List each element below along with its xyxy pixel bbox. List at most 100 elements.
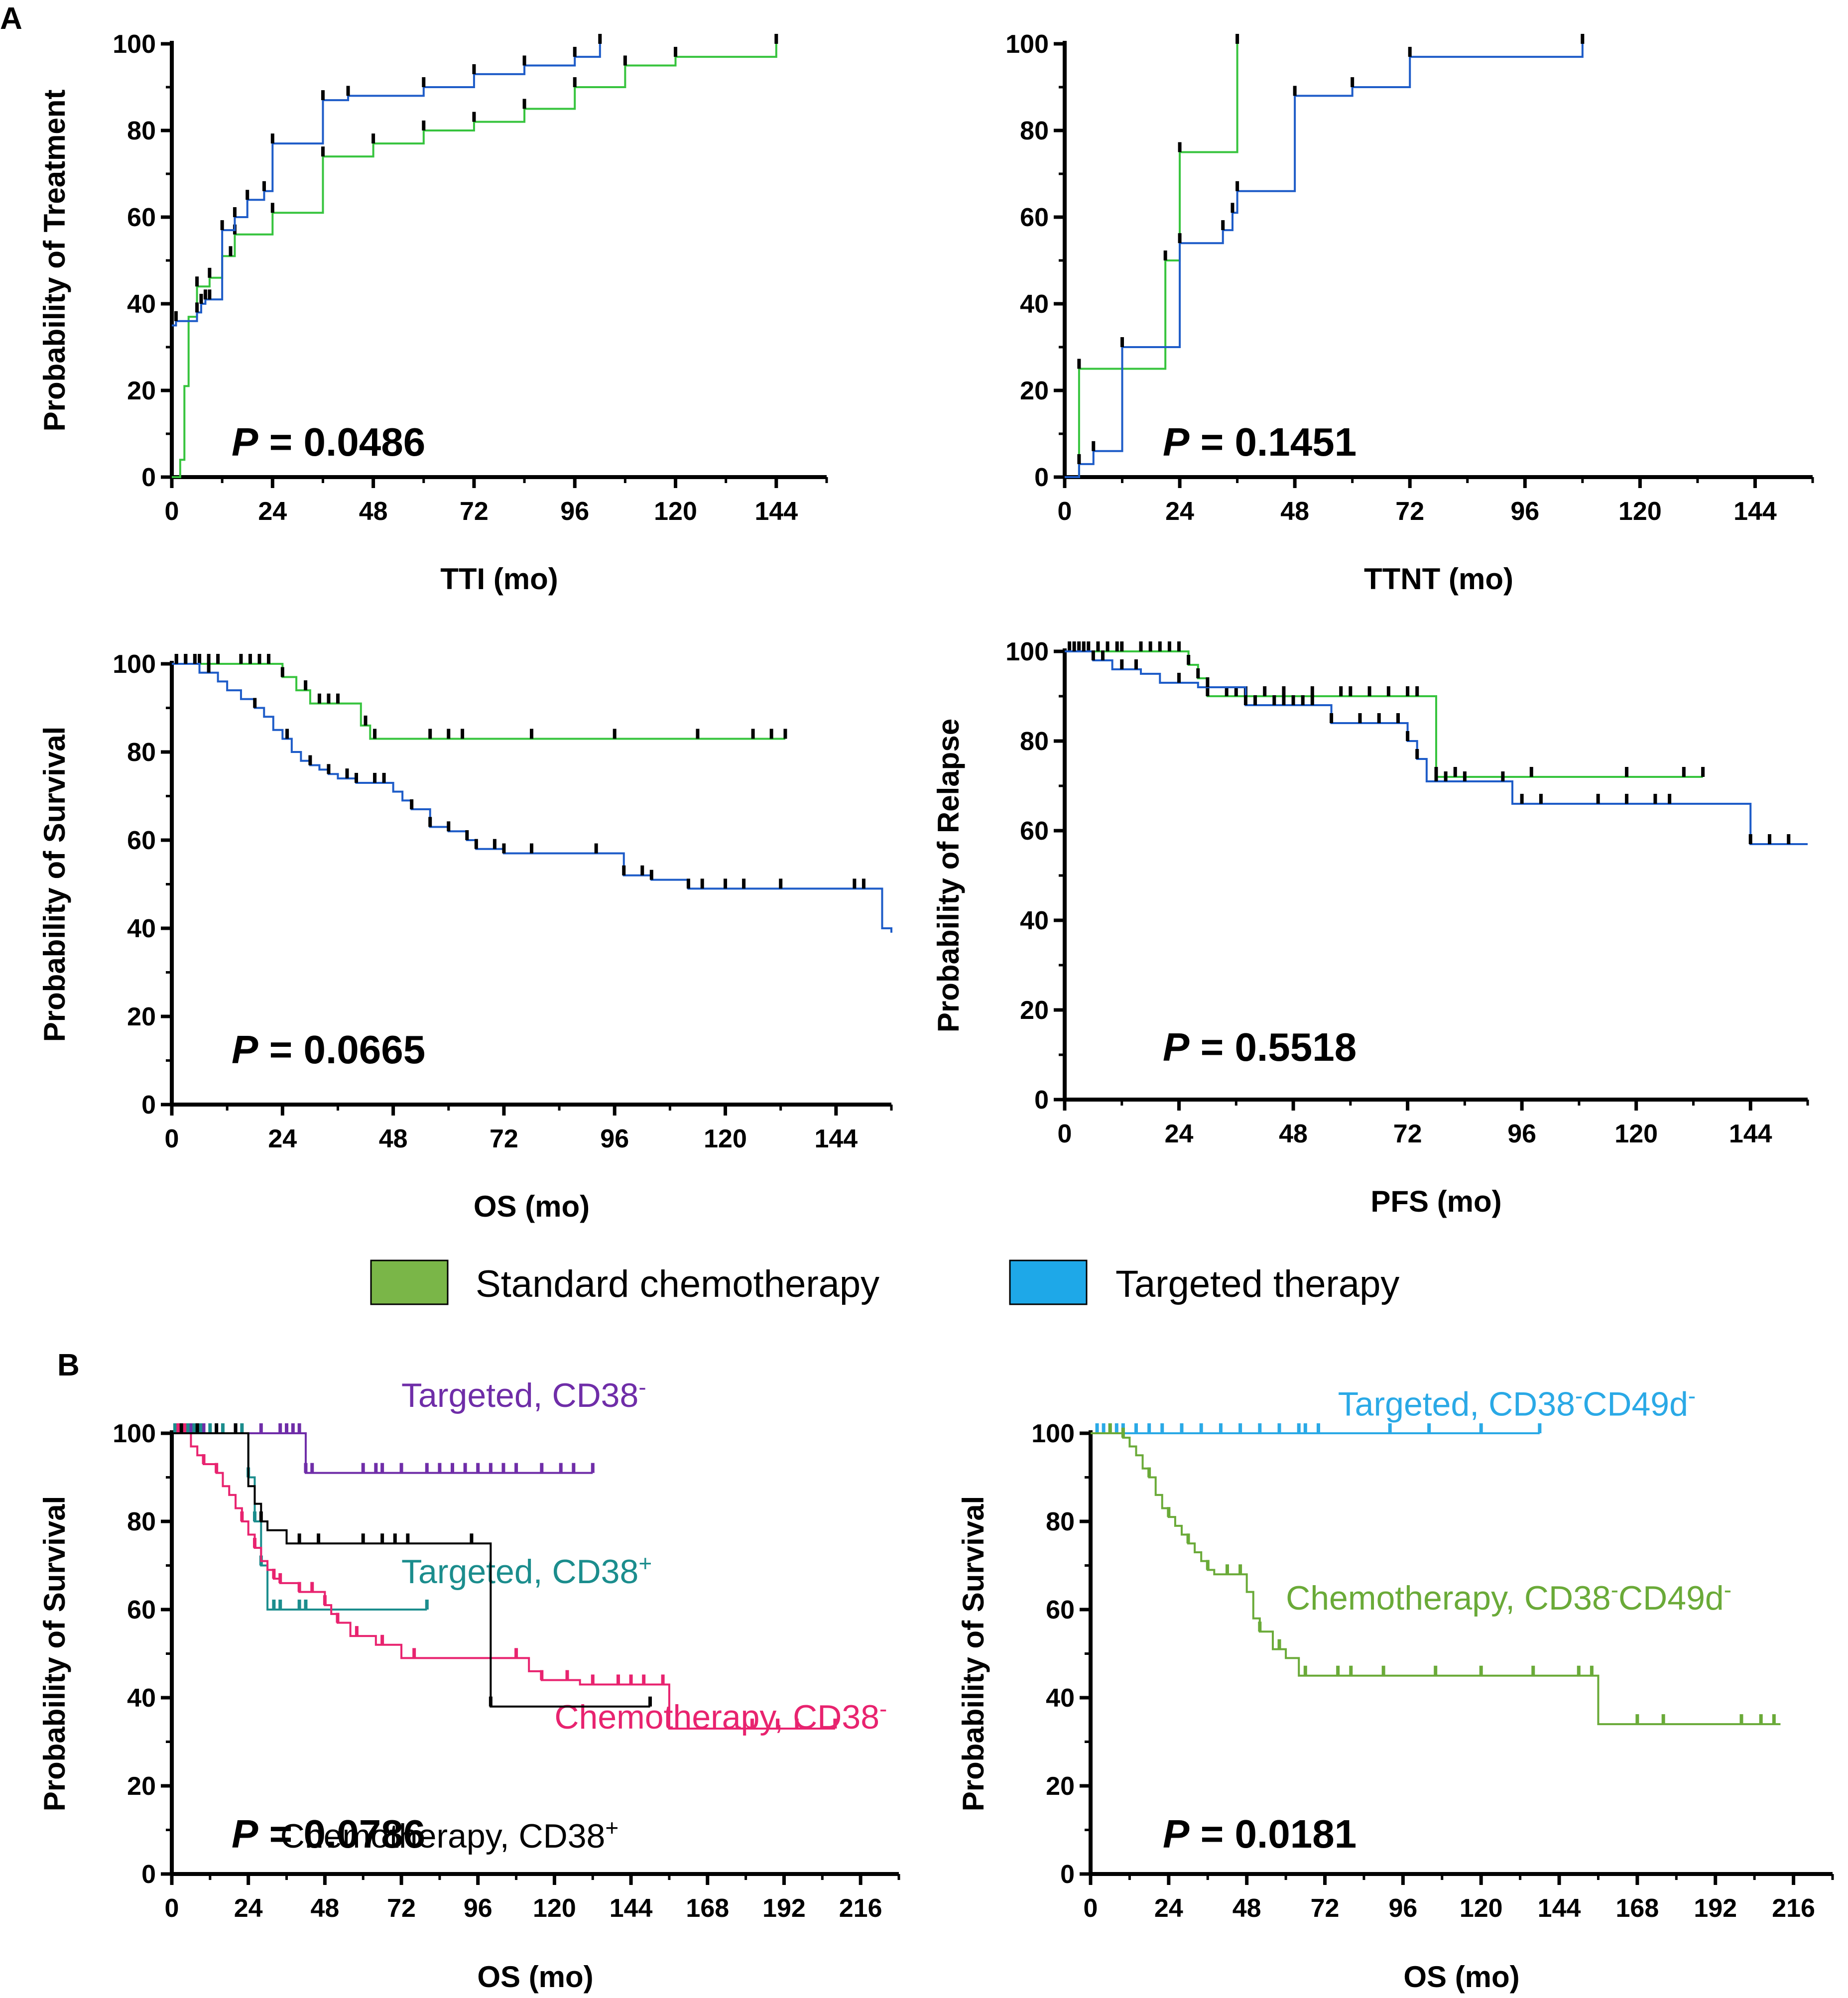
series-b1-3: Chemotherapy, CD38+: [172, 1423, 652, 1855]
y-tick-label: 100: [1031, 1419, 1075, 1448]
y-tick-label: 100: [113, 1419, 156, 1448]
y-tick-label: 20: [1020, 376, 1049, 405]
series-a1-0: [172, 34, 778, 478]
curve-label-sup: -: [1575, 1383, 1583, 1409]
x-tick-label: 48: [310, 1894, 339, 1923]
y-tick-label: 80: [1046, 1507, 1075, 1536]
x-tick-label: 72: [1395, 497, 1424, 526]
series-b1-2: Chemotherapy, CD38-: [172, 1423, 887, 1736]
curve-label-main: Chemotherapy, CD38: [1286, 1579, 1611, 1617]
y-tick-label: 60: [1046, 1596, 1075, 1624]
y-tick-label: 100: [1005, 30, 1049, 59]
x-tick-label: 72: [460, 497, 489, 526]
x-tick-label: 24: [1165, 497, 1194, 526]
panel-label-a: A: [0, 1, 22, 36]
x-tick-label: 120: [704, 1124, 747, 1153]
p-text: = 0.0786: [258, 1812, 425, 1856]
curve-label-sup: +: [638, 1550, 652, 1576]
x-tick-label: 96: [464, 1894, 493, 1923]
series-a2-0: [1065, 34, 1239, 478]
p-symbol: P: [232, 1027, 258, 1072]
curve-label-sup2: -: [1688, 1383, 1696, 1409]
curve-label: Chemotherapy, CD38+: [280, 1815, 618, 1855]
km-curve: [1065, 44, 1584, 478]
y-tick-label: 80: [127, 738, 156, 767]
x-tick-label: 120: [533, 1894, 576, 1923]
curve-label: Targeted, CD38-CD49d-: [1338, 1383, 1696, 1423]
chart-b1: 0 20 40 60 80 100 0 24 48 72 96 120 144 168 192 216 OS (…: [38, 1374, 900, 1994]
x-tick-label: 24: [1165, 1120, 1194, 1148]
y-tick-label: 40: [127, 914, 156, 943]
x-tick-label: 72: [490, 1124, 518, 1153]
curve-label-main: Targeted, CD38: [1338, 1385, 1575, 1423]
x-tick-label: 24: [234, 1894, 263, 1923]
y-tick-label: 60: [1020, 817, 1049, 846]
p-text: = 0.0181: [1189, 1812, 1356, 1856]
legend: Standard chemotherapy Targeted therapy: [370, 1259, 1399, 1305]
x-tick-label: 120: [1614, 1120, 1658, 1148]
x-axis-label: PFS (mo): [1370, 1185, 1501, 1218]
x-axis-label: TTI (mo): [440, 562, 558, 596]
x-tick-label: 72: [387, 1894, 416, 1923]
x-tick-label: 72: [1311, 1894, 1340, 1923]
y-axis-label: Probability of Survival: [38, 1496, 71, 1812]
legend-swatch-targeted: [1009, 1259, 1088, 1305]
curve-label-sup: -: [879, 1696, 887, 1722]
curve-label-main: Targeted, CD38: [401, 1553, 638, 1591]
x-tick-label: 96: [1507, 1120, 1536, 1148]
p-symbol: P: [232, 1812, 258, 1856]
legend-label-targeted: Targeted therapy: [1115, 1263, 1399, 1305]
y-tick-label: 60: [127, 1596, 156, 1624]
km-curve: [172, 663, 892, 933]
x-axis-label: OS (mo): [477, 1960, 593, 1994]
p-text: = 0.1451: [1189, 420, 1356, 464]
series-a2-1: [1065, 34, 1585, 478]
curve-label-sup2: -: [1724, 1577, 1731, 1603]
y-tick-label: 40: [127, 290, 156, 319]
p-text: = 0.0665: [258, 1027, 425, 1072]
x-tick-label: 168: [1616, 1894, 1659, 1923]
x-tick-label: 48: [1279, 1120, 1308, 1148]
y-tick-label: 20: [1020, 996, 1049, 1025]
curve-label: Chemotherapy, CD38-CD49d-: [1286, 1577, 1731, 1617]
series-b2-1: Chemotherapy, CD38-CD49d-: [1091, 1423, 1781, 1726]
chart-a2: 0 20 40 60 80 100 0 24 48 72 96 120 144 TTNT (mo) P = …: [1005, 30, 1814, 596]
p-value: P = 0.0181: [1163, 1812, 1356, 1856]
chart-a3: 0 20 40 60 80 100 0 24 48 72 96 120 144 OS (mo) Probab…: [38, 650, 893, 1223]
curve-label-main: Chemotherapy, CD38: [554, 1698, 879, 1736]
panel-label-b: B: [57, 1348, 80, 1382]
x-tick-label: 216: [839, 1894, 882, 1923]
y-tick-label: 0: [1034, 463, 1049, 492]
x-tick-label: 96: [1388, 1894, 1417, 1923]
y-tick-label: 0: [1034, 1086, 1049, 1115]
y-tick-label: 20: [1046, 1772, 1075, 1801]
series-b2-0: Targeted, CD38-CD49d-: [1091, 1383, 1696, 1434]
p-value: P = 0.0665: [232, 1027, 425, 1072]
y-tick-label: 0: [1060, 1860, 1075, 1889]
y-tick-label: 0: [141, 1860, 156, 1889]
x-tick-label: 168: [686, 1894, 729, 1923]
series-a1-1: [172, 34, 602, 327]
series-a4-0: [1065, 641, 1705, 778]
x-tick-label: 0: [165, 1894, 179, 1923]
x-tick-label: 0: [1058, 1120, 1072, 1148]
series-b1-1: Targeted, CD38+: [172, 1423, 652, 1611]
y-axis-label: Probability of Treatment: [38, 90, 71, 432]
curve-label-main2: CD49d: [1618, 1579, 1724, 1617]
p-value: P = 0.1451: [1163, 420, 1356, 464]
y-tick-label: 20: [127, 1002, 156, 1031]
x-tick-label: 24: [258, 497, 287, 526]
curve-label-main: Targeted, CD38: [401, 1376, 638, 1414]
x-tick-label: 144: [1538, 1894, 1581, 1923]
y-tick-label: 80: [127, 1507, 156, 1536]
chart-a4: 0 20 40 60 80 100 0 24 48 72 96 120 144 PFS (mo) Proba…: [932, 637, 1809, 1218]
p-value: P = 0.5518: [1163, 1025, 1356, 1069]
x-tick-label: 24: [268, 1124, 297, 1153]
x-tick-label: 96: [1510, 497, 1539, 526]
p-text: = 0.0486: [258, 420, 425, 464]
y-tick-label: 40: [1046, 1684, 1075, 1713]
x-axis-label: OS (mo): [1403, 1960, 1519, 1994]
x-tick-label: 48: [379, 1124, 408, 1153]
